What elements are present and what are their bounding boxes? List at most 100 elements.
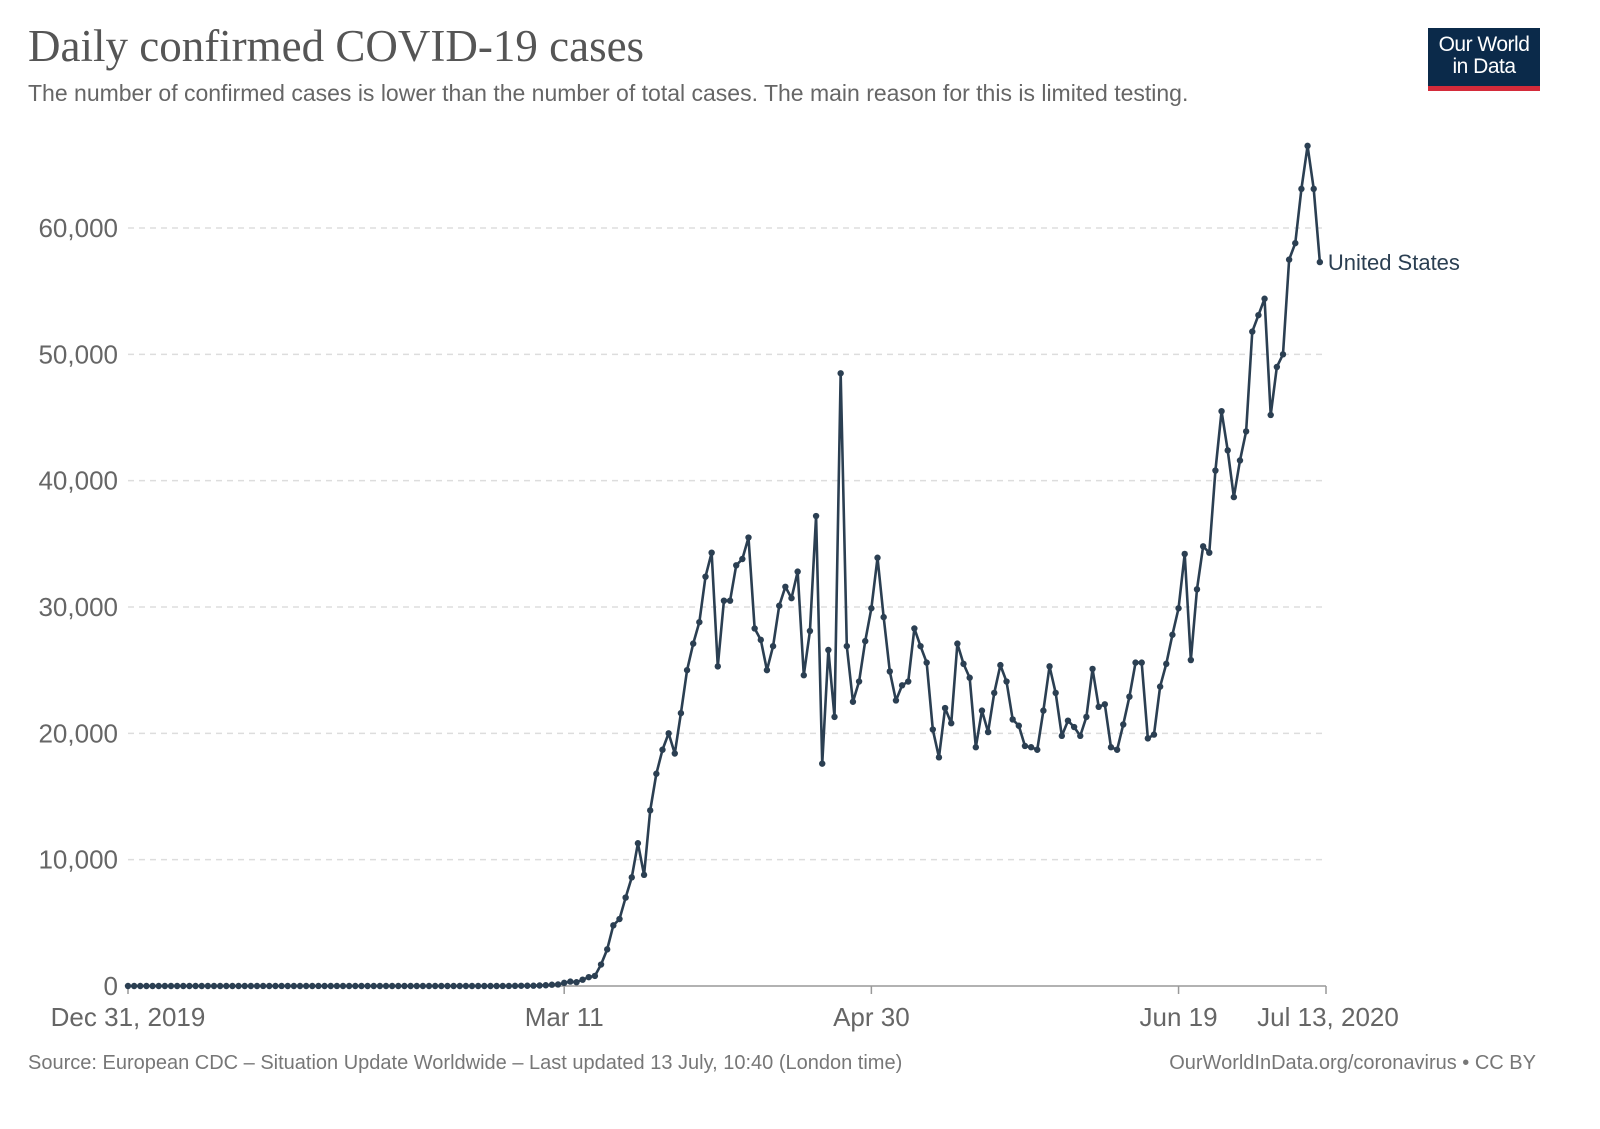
data-point[interactable] bbox=[825, 646, 832, 654]
data-point[interactable] bbox=[690, 640, 697, 647]
data-point[interactable] bbox=[782, 583, 789, 590]
data-point[interactable] bbox=[143, 982, 150, 990]
data-point[interactable] bbox=[966, 674, 973, 681]
data-point[interactable] bbox=[229, 982, 236, 990]
data-point[interactable] bbox=[573, 979, 580, 986]
data-point[interactable] bbox=[536, 982, 543, 989]
data-point[interactable] bbox=[726, 597, 734, 604]
data-point[interactable] bbox=[1052, 689, 1059, 697]
data-point[interactable] bbox=[634, 840, 642, 847]
data-point[interactable] bbox=[352, 982, 359, 990]
data-point[interactable] bbox=[1285, 256, 1293, 263]
data-point[interactable] bbox=[991, 689, 998, 697]
data-point[interactable] bbox=[333, 982, 341, 990]
data-point[interactable] bbox=[1034, 746, 1041, 753]
data-point[interactable] bbox=[702, 573, 709, 580]
data-point[interactable] bbox=[1021, 742, 1029, 750]
data-point[interactable] bbox=[1138, 659, 1145, 666]
data-point[interactable] bbox=[708, 549, 715, 556]
data-point[interactable] bbox=[819, 760, 826, 767]
data-point[interactable] bbox=[407, 982, 414, 990]
data-point[interactable] bbox=[1255, 311, 1262, 319]
data-point[interactable] bbox=[776, 602, 783, 609]
data-point[interactable] bbox=[591, 972, 599, 980]
data-point[interactable] bbox=[530, 982, 537, 989]
data-point[interactable] bbox=[1292, 239, 1299, 247]
data-point[interactable] bbox=[874, 554, 881, 561]
data-point[interactable] bbox=[167, 982, 175, 990]
data-point[interactable] bbox=[481, 982, 488, 990]
data-point[interactable] bbox=[444, 982, 451, 990]
data-point[interactable] bbox=[1101, 701, 1109, 708]
data-point[interactable] bbox=[192, 982, 199, 990]
data-point[interactable] bbox=[1175, 605, 1182, 612]
data-point[interactable] bbox=[137, 982, 144, 990]
data-point[interactable] bbox=[1107, 744, 1115, 751]
data-point[interactable] bbox=[1126, 693, 1133, 700]
data-point[interactable] bbox=[647, 807, 654, 814]
data-point[interactable] bbox=[1218, 407, 1225, 415]
data-point[interactable] bbox=[855, 678, 863, 685]
data-point[interactable] bbox=[284, 982, 291, 990]
data-point[interactable] bbox=[788, 594, 795, 602]
data-point[interactable] bbox=[149, 982, 156, 990]
data-point[interactable] bbox=[1144, 735, 1152, 742]
data-point[interactable] bbox=[812, 512, 820, 520]
data-point[interactable] bbox=[1212, 467, 1219, 474]
data-point[interactable] bbox=[1089, 665, 1096, 673]
data-point[interactable] bbox=[1298, 185, 1305, 193]
data-point[interactable] bbox=[868, 605, 875, 612]
data-point[interactable] bbox=[560, 979, 568, 987]
data-point[interactable] bbox=[1095, 703, 1102, 711]
data-point[interactable] bbox=[524, 982, 531, 989]
data-point[interactable] bbox=[616, 915, 623, 923]
data-point[interactable] bbox=[554, 981, 562, 988]
data-point[interactable] bbox=[960, 660, 967, 668]
data-point[interactable] bbox=[235, 982, 242, 990]
data-point[interactable] bbox=[1046, 663, 1053, 670]
data-point[interactable] bbox=[929, 726, 937, 733]
data-point[interactable] bbox=[210, 982, 218, 990]
data-point[interactable] bbox=[585, 973, 592, 981]
data-point[interactable] bbox=[388, 982, 396, 990]
data-point[interactable] bbox=[849, 698, 857, 705]
data-point[interactable] bbox=[720, 597, 728, 604]
data-point[interactable] bbox=[401, 982, 408, 990]
data-point[interactable] bbox=[1267, 411, 1274, 419]
data-point[interactable] bbox=[1156, 683, 1164, 690]
data-point[interactable] bbox=[898, 682, 906, 689]
data-point[interactable] bbox=[843, 642, 850, 650]
data-point[interactable] bbox=[640, 871, 648, 879]
data-point[interactable] bbox=[474, 982, 482, 990]
data-point[interactable] bbox=[511, 982, 519, 990]
data-point[interactable] bbox=[1273, 363, 1281, 371]
data-point[interactable] bbox=[941, 704, 949, 712]
data-point[interactable] bbox=[1150, 731, 1158, 738]
data-point[interactable] bbox=[382, 982, 390, 990]
data-point[interactable] bbox=[733, 562, 740, 569]
data-point[interactable] bbox=[905, 678, 912, 685]
data-point[interactable] bbox=[1113, 746, 1121, 753]
data-point[interactable] bbox=[413, 982, 420, 990]
data-point[interactable] bbox=[161, 982, 169, 990]
data-point[interactable] bbox=[984, 728, 992, 736]
data-point[interactable] bbox=[653, 770, 660, 777]
data-point[interactable] bbox=[714, 663, 721, 670]
data-point[interactable] bbox=[892, 697, 900, 704]
data-point[interactable] bbox=[487, 982, 494, 990]
data-point[interactable] bbox=[806, 627, 814, 635]
data-point[interactable] bbox=[763, 666, 771, 674]
data-point[interactable] bbox=[124, 982, 132, 990]
data-point[interactable] bbox=[1120, 721, 1127, 728]
data-point[interactable] bbox=[757, 636, 764, 644]
data-point[interactable] bbox=[462, 982, 470, 990]
data-point[interactable] bbox=[204, 982, 212, 990]
data-point[interactable] bbox=[315, 982, 322, 990]
data-point[interactable] bbox=[696, 618, 703, 626]
data-point[interactable] bbox=[364, 982, 371, 990]
data-point[interactable] bbox=[1316, 258, 1324, 266]
data-point[interactable] bbox=[1027, 744, 1035, 751]
data-point[interactable] bbox=[290, 982, 298, 990]
data-point[interactable] bbox=[1310, 185, 1317, 193]
data-point[interactable] bbox=[1304, 142, 1311, 150]
